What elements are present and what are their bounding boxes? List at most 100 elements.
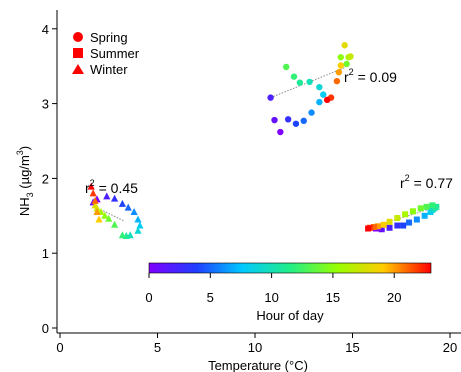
axes <box>56 10 461 334</box>
colorbar: 0 5 10 15 20 Hour of day <box>145 262 432 323</box>
legend: Spring Summer Winter <box>72 30 140 77</box>
summer-point <box>417 205 424 212</box>
summer-point <box>433 203 440 210</box>
winter-point <box>118 199 126 207</box>
colorbar-tick-label: 0 <box>145 290 152 305</box>
colorbar-tick-label: 10 <box>264 290 278 305</box>
colorbar-ticks: 0 5 10 15 20 <box>145 273 401 305</box>
summer-point <box>409 208 416 215</box>
spring-point <box>306 78 313 86</box>
y-ticks: 0 1 2 3 4 <box>42 22 57 336</box>
winter-point <box>136 221 144 229</box>
summer-point <box>402 211 409 218</box>
x-tick-label: 5 <box>154 340 161 355</box>
legend-marker-winter <box>72 64 84 74</box>
y-tick-label: 3 <box>42 97 49 112</box>
summer-point <box>429 202 436 209</box>
summer-point <box>374 223 381 230</box>
colorbar-tick-label: 15 <box>326 290 340 305</box>
data-points <box>87 42 440 239</box>
winter-point <box>89 189 97 197</box>
summer-point <box>400 222 407 229</box>
winter-point <box>103 192 111 200</box>
winter-point <box>130 208 138 216</box>
spring-point <box>290 73 298 80</box>
legend-label-spring: Spring <box>90 30 128 45</box>
summer-point <box>380 221 387 228</box>
winter-point <box>101 211 109 219</box>
colorbar-title: Hour of day <box>256 308 324 323</box>
x-tick-label: 10 <box>248 340 262 355</box>
r2-value-summer: 0.77 <box>426 175 453 191</box>
spring-point <box>292 120 300 127</box>
x-tick-label: 15 <box>345 340 359 355</box>
spring-point <box>341 42 348 49</box>
colorbar-gradient <box>148 262 432 274</box>
summer-point <box>386 218 393 225</box>
summer-point <box>386 224 393 231</box>
summer-point <box>365 225 372 232</box>
legend-marker-spring <box>73 32 83 42</box>
colorbar-tick-label: 20 <box>387 290 401 305</box>
legend-marker-summer <box>73 48 83 58</box>
summer-point <box>421 212 428 219</box>
colorbar-tick-label: 5 <box>207 290 214 305</box>
y-tick-label: 0 <box>42 321 49 336</box>
r2-label-summer: r2 = 0.77 <box>400 173 453 191</box>
winter-point <box>111 194 119 202</box>
spring-point <box>343 60 350 68</box>
y-tick-label: 2 <box>42 171 49 186</box>
winter-point <box>95 215 103 223</box>
y-axis-title-close: ) <box>17 146 32 150</box>
winter-point <box>134 215 142 223</box>
r2-label-spring: r2 = 0.09 <box>344 67 397 85</box>
r2-value-spring: 0.09 <box>370 69 397 85</box>
winter-point <box>134 226 142 234</box>
r2-label-winter: r2 = 0.45 <box>85 178 138 196</box>
winter-point <box>118 231 126 239</box>
y-axis-title-unit: (µg/m <box>17 155 32 192</box>
summer-point <box>370 224 377 231</box>
spring-point <box>284 116 292 123</box>
r2-value-winter: 0.45 <box>111 180 138 196</box>
x-axis-title: Temperature (°C) <box>208 358 308 372</box>
y-axis-title: NH3 (µg/m3) <box>15 146 35 216</box>
spring-point <box>347 53 354 60</box>
spring-point <box>333 77 341 85</box>
fit-line-winter <box>94 206 125 222</box>
y-axis-title-superscript: 3 <box>15 150 25 155</box>
winter-point <box>124 203 132 211</box>
spring-point <box>308 109 315 116</box>
spring-point <box>271 116 278 124</box>
legend-label-winter: Winter <box>90 62 128 77</box>
spring-point <box>283 63 290 71</box>
spring-point <box>323 96 331 104</box>
winter-point <box>93 208 101 216</box>
spring-point <box>335 68 343 76</box>
r2-labels: r2 = 0.09 r2 = 0.77 r2 = 0.45 <box>85 67 453 196</box>
winter-point <box>91 196 99 204</box>
fit-lines <box>94 67 437 229</box>
spring-point <box>296 79 304 86</box>
summer-point <box>423 203 430 210</box>
winter-point <box>105 214 113 222</box>
spring-point <box>320 91 327 98</box>
y-axis-title-subscript: 3 <box>25 192 35 197</box>
summer-point <box>378 226 385 233</box>
summer-point <box>394 222 401 229</box>
spring-point <box>300 117 307 125</box>
legend-label-summer: Summer <box>90 46 140 61</box>
x-ticks: 0 5 10 15 20 <box>56 333 457 355</box>
winter-point <box>111 220 119 228</box>
spring-point <box>337 54 344 61</box>
summer-point <box>394 215 401 222</box>
summer-point <box>413 216 420 223</box>
winter-point <box>87 182 95 190</box>
spring-point <box>316 98 323 106</box>
spring-point <box>267 94 274 101</box>
y-tick-label: 1 <box>42 246 49 261</box>
summer-point <box>406 219 413 226</box>
spring-point <box>277 128 284 136</box>
spring-point <box>337 62 344 69</box>
